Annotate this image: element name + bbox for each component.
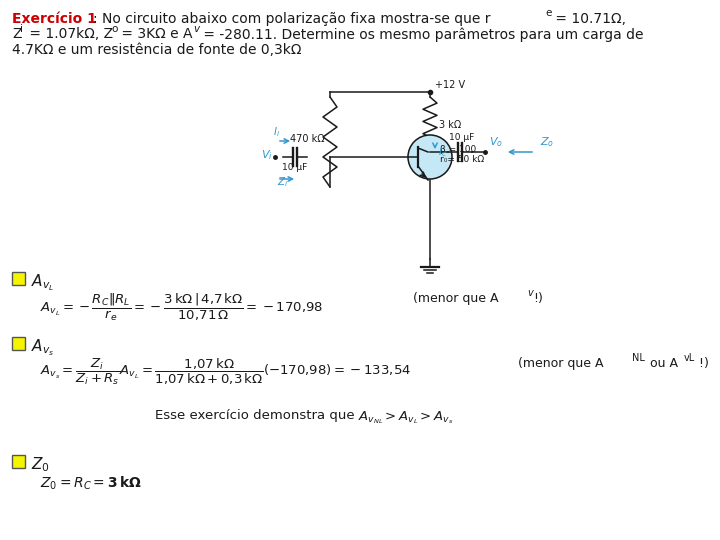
Text: +12 V: +12 V xyxy=(435,80,465,90)
Text: = 10.71Ω,: = 10.71Ω, xyxy=(551,12,626,26)
Text: NL: NL xyxy=(632,353,645,363)
Text: !): !) xyxy=(695,357,709,370)
Text: : No circuito abaixo com polarização fixa mostra-se que r: : No circuito abaixo com polarização fix… xyxy=(93,12,490,26)
Text: $Z_0 = R_C = \mathbf{3\,k\Omega}$: $Z_0 = R_C = \mathbf{3\,k\Omega}$ xyxy=(40,475,142,492)
Text: $A_{v_s}$: $A_{v_s}$ xyxy=(31,337,54,357)
Text: !): !) xyxy=(533,292,543,305)
Bar xyxy=(12,455,25,468)
Text: $Z_0$: $Z_0$ xyxy=(31,455,50,474)
Text: vL: vL xyxy=(684,353,696,363)
Text: $A_{v_{NL}} > A_{v_L} > A_{v_s}$: $A_{v_{NL}} > A_{v_L} > A_{v_s}$ xyxy=(358,409,454,426)
Text: 470 kΩ: 470 kΩ xyxy=(290,134,325,145)
Bar xyxy=(12,337,25,350)
Text: $V_i$: $V_i$ xyxy=(261,148,273,162)
Text: $A_{v_L}$: $A_{v_L}$ xyxy=(31,272,54,293)
Text: (menor que A: (menor que A xyxy=(510,357,603,370)
Text: $V_o$: $V_o$ xyxy=(489,135,503,149)
Text: $A_{v_L} = -\dfrac{R_C\|R_L}{r_e} = -\dfrac{3\,\mathrm{k}\Omega\,|\,4{,}7\,\math: $A_{v_L} = -\dfrac{R_C\|R_L}{r_e} = -\df… xyxy=(40,292,323,323)
Text: ou A: ou A xyxy=(646,357,678,370)
Text: β = 100: β = 100 xyxy=(440,145,476,154)
Text: 10 µF: 10 µF xyxy=(282,163,307,172)
Text: 3 kΩ: 3 kΩ xyxy=(439,119,462,130)
Text: $A_{v_s} = \dfrac{Z_i}{Z_i+R_s}A_{v_L} = \dfrac{1{,}07\,\mathrm{k}\Omega}{1{,}07: $A_{v_s} = \dfrac{Z_i}{Z_i+R_s}A_{v_L} =… xyxy=(40,357,411,387)
Text: o: o xyxy=(111,24,117,34)
Text: = -280.11. Determine os mesmo parâmetros para um carga de: = -280.11. Determine os mesmo parâmetros… xyxy=(199,27,644,42)
Bar xyxy=(12,272,25,285)
Text: e: e xyxy=(545,8,552,18)
Text: $I_i$: $I_i$ xyxy=(273,125,280,139)
Text: = 1.07kΩ, Z: = 1.07kΩ, Z xyxy=(25,27,113,41)
Text: v: v xyxy=(193,24,199,34)
Text: Esse exercício demonstra que: Esse exercício demonstra que xyxy=(155,409,355,422)
Text: Z: Z xyxy=(12,27,22,41)
Circle shape xyxy=(408,135,452,179)
Text: = 3KΩ e A: = 3KΩ e A xyxy=(117,27,192,41)
Text: 10 µF: 10 µF xyxy=(449,133,474,142)
Text: (menor que A: (menor que A xyxy=(405,292,498,305)
Text: r₀= 50 kΩ: r₀= 50 kΩ xyxy=(440,155,484,164)
Text: $Z_o$: $Z_o$ xyxy=(540,135,554,149)
Text: 4.7KΩ e um resistência de fonte de 0,3kΩ: 4.7KΩ e um resistência de fonte de 0,3kΩ xyxy=(12,43,302,57)
Text: i: i xyxy=(20,24,23,34)
Text: $I_c$: $I_c$ xyxy=(438,145,447,159)
Text: v: v xyxy=(527,288,533,298)
Text: Exercício 1: Exercício 1 xyxy=(12,12,97,26)
Text: $Z_i$: $Z_i$ xyxy=(277,175,288,189)
